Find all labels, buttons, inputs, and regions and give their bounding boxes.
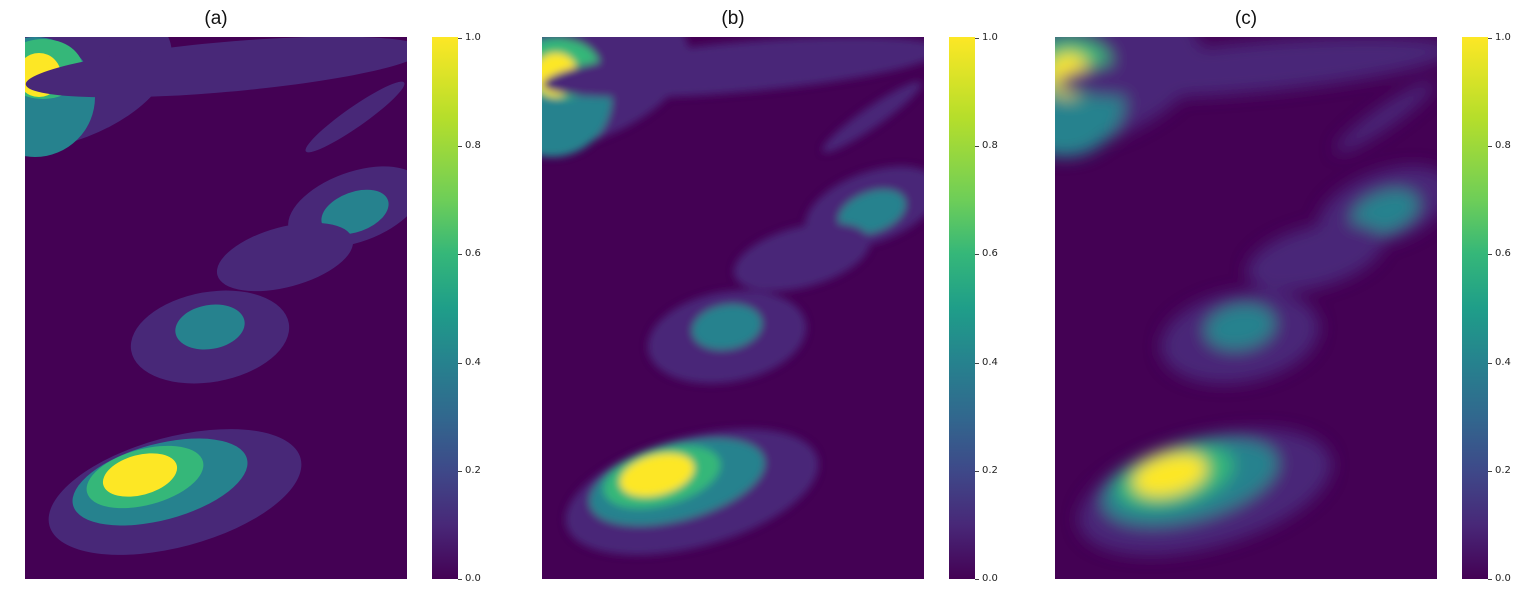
colorbar-tick-label: 0.2: [465, 464, 481, 476]
colorbar-tick: 1.0: [458, 32, 518, 43]
heatmap: [1055, 37, 1437, 579]
heatmap-cells: [25, 37, 407, 555]
colorbar-tick-mark: [458, 470, 462, 472]
panel-title: (b): [721, 8, 745, 29]
heatmap-cell: [321, 189, 389, 235]
colorbar-tick: 0.0: [458, 573, 518, 584]
colorbar-tick-label: 0.6: [982, 248, 998, 260]
colorbar-tick-mark: [458, 362, 462, 364]
panel-title: (c): [1234, 8, 1258, 29]
heatmap-cell: [175, 304, 245, 350]
colorbar-tick-mark: [1488, 146, 1492, 148]
heatmap-svg: [1055, 37, 1437, 555]
colorbar-tick-label: 0.2: [1495, 464, 1511, 476]
colorbar-tick: 0.6: [458, 248, 518, 259]
heatmap-cell: [692, 304, 762, 350]
heatmap-cell: [1055, 37, 1437, 98]
colorbar-tick: 0.0: [975, 573, 1035, 584]
colorbar-tick: 0.6: [975, 248, 1035, 259]
colorbar-tick: 0.6: [1488, 248, 1525, 259]
colorbar-tick: 0.2: [1488, 465, 1525, 476]
colorbar-tick-label: 0.8: [1495, 140, 1511, 152]
colorbar-tick-label: 1.0: [982, 32, 998, 43]
heatmap-svg: [25, 37, 407, 555]
heatmap-cell: [1132, 453, 1208, 497]
colorbar-tick-mark: [1488, 38, 1492, 39]
colorbar-tick-label: 0.0: [982, 573, 998, 584]
heatmap-cells: [1055, 37, 1437, 555]
colorbar-tick-label: 0.4: [982, 356, 998, 368]
colorbar-tick: 0.4: [1488, 357, 1525, 368]
heatmap-svg: [542, 37, 924, 555]
heatmap-cell: [838, 189, 906, 235]
colorbar-tick: 0.8: [458, 140, 518, 151]
colorbar-tick: 0.2: [458, 465, 518, 476]
colorbar-tick: 0.2: [975, 465, 1035, 476]
colorbar-ticks: 0.0 0.2 0.4 0.6 0.8 1.0: [458, 32, 518, 584]
panel-title: (a): [204, 8, 228, 29]
colorbar-tick-mark: [458, 254, 462, 256]
colorbar-tick: 0.4: [458, 357, 518, 368]
colorbar-tick-label: 0.8: [465, 140, 481, 152]
colorbar-tick-label: 0.8: [982, 140, 998, 152]
colorbar-ticks: 0.0 0.2 0.4 0.6 0.8 1.0: [975, 32, 1035, 584]
colorbar-tick: 0.8: [1488, 140, 1525, 151]
colorbar-tick-mark: [975, 362, 979, 364]
colorbar-tick-mark: [458, 579, 462, 580]
heatmap-cells: [542, 37, 924, 555]
colorbar-tick: 0.4: [975, 357, 1035, 368]
colorbar-tick-label: 0.0: [1495, 573, 1511, 584]
colorbar-tick-label: 0.4: [465, 356, 481, 368]
colorbar-tick: 1.0: [1488, 32, 1525, 43]
heatmap-cell: [733, 222, 871, 292]
colorbar-tick-mark: [458, 38, 462, 39]
heatmap-cell: [1246, 222, 1384, 292]
colorbar: [949, 37, 975, 579]
colorbar-tick-mark: [1488, 254, 1492, 256]
colorbar-ticks: 0.0 0.2 0.4 0.6 0.8 1.0: [1488, 32, 1525, 584]
heatmap-cell: [1205, 304, 1275, 350]
heatmap-cell: [1351, 189, 1419, 235]
colorbar-tick-label: 1.0: [1495, 32, 1511, 43]
colorbar-tick-mark: [1488, 470, 1492, 472]
colorbar-tick-label: 0.2: [982, 464, 998, 476]
heatmap-cell: [542, 37, 924, 98]
colorbar-tick-mark: [975, 146, 979, 148]
heatmap-cell: [25, 37, 407, 98]
colorbar: [1462, 37, 1488, 579]
heatmap-cell: [1335, 81, 1435, 153]
heatmap: [25, 37, 407, 579]
colorbar-tick-mark: [975, 579, 979, 580]
heatmap-cell: [822, 81, 922, 153]
colorbar-tick-label: 1.0: [465, 32, 481, 43]
colorbar-tick: 0.8: [975, 140, 1035, 151]
heatmap-cell: [305, 81, 405, 153]
colorbar-tick-mark: [975, 254, 979, 256]
colorbar-tick: 0.0: [1488, 573, 1525, 584]
colorbar-tick-label: 0.0: [465, 573, 481, 584]
heatmap: [542, 37, 924, 579]
heatmap-cell: [619, 453, 695, 497]
heatmap-cell: [216, 222, 354, 292]
colorbar: [432, 37, 458, 579]
colorbar-tick-mark: [458, 146, 462, 148]
colorbar-tick-label: 0.4: [1495, 356, 1511, 368]
colorbar-tick-mark: [1488, 579, 1492, 580]
colorbar-tick-mark: [975, 470, 979, 472]
colorbar-tick-mark: [1488, 362, 1492, 364]
colorbar-tick-label: 0.6: [1495, 248, 1511, 260]
colorbar-tick-mark: [975, 38, 979, 39]
colorbar-tick-label: 0.6: [465, 248, 481, 260]
heatmap-cell: [102, 453, 178, 497]
colorbar-tick: 1.0: [975, 32, 1035, 43]
